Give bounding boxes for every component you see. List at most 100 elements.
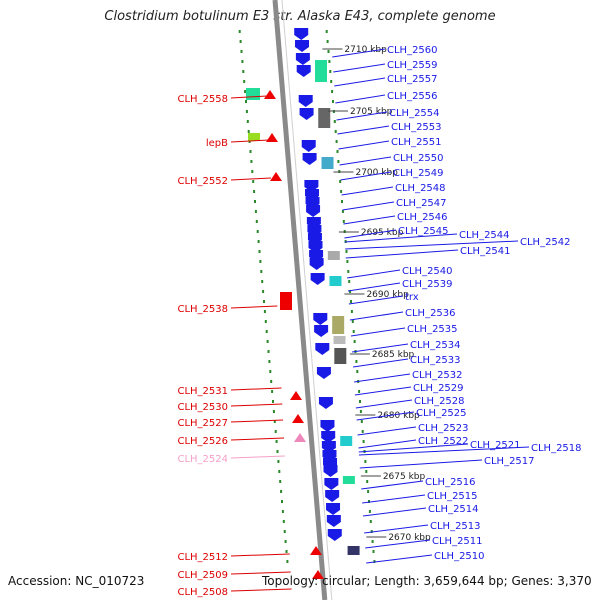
right-leader-line <box>345 249 459 259</box>
gene-feature-box <box>248 133 260 141</box>
scale-dot <box>347 270 350 273</box>
left-leader-line <box>230 139 270 143</box>
scale-dot <box>350 300 352 303</box>
scale-dot <box>340 190 343 193</box>
right-leader-line <box>338 140 390 150</box>
scale-dot <box>359 400 361 403</box>
right-gene-label: CLH_2548 <box>395 183 446 194</box>
forward-gene-arrow <box>316 367 331 379</box>
scale-dot <box>366 480 369 483</box>
left-gene-label: CLH_2552 <box>177 176 228 187</box>
scale-dot <box>327 50 330 53</box>
left-gene-label: CLH_2558 <box>177 94 228 105</box>
scale-dot <box>282 520 285 523</box>
scale-dot <box>238 30 241 33</box>
right-leader-line <box>362 494 426 504</box>
right-leader-line <box>354 386 412 396</box>
left-leader-line <box>230 177 272 181</box>
scale-dot <box>262 290 265 293</box>
scale-dot <box>350 310 353 313</box>
left-leader-line <box>230 588 292 592</box>
kbp-label: 2705 kbp <box>350 107 393 117</box>
right-gene-label: CLH_2546 <box>397 212 448 223</box>
scale-dot <box>281 510 284 513</box>
forward-gene-arrow <box>323 465 338 477</box>
scale-dot <box>272 400 274 403</box>
scale-dot <box>348 280 351 283</box>
right-leader-line <box>357 426 417 436</box>
scale-dot <box>240 50 243 53</box>
right-leader-line <box>358 446 530 456</box>
right-leader-line <box>366 554 433 564</box>
scale-dot <box>365 470 368 473</box>
gene-feature-box <box>340 436 353 446</box>
right-leader-line <box>336 111 388 121</box>
right-gene-label: CLH_2556 <box>387 91 438 102</box>
left-leader-line <box>230 437 285 441</box>
right-leader-line <box>343 215 396 225</box>
right-leader-line <box>350 327 406 337</box>
left-leader-line <box>230 419 284 423</box>
left-leader-line <box>230 455 285 459</box>
accession-text: Accession: NC_010723 <box>8 574 145 588</box>
right-leader-line <box>351 343 409 353</box>
left-leader-line <box>230 403 283 407</box>
reverse-gene-arrow <box>312 570 324 579</box>
scale-dot <box>358 390 361 393</box>
right-leader-line <box>348 295 404 305</box>
forward-gene-arrow <box>302 153 317 165</box>
right-leader-line <box>349 311 404 321</box>
left-gene-label: CLH_2509 <box>177 570 228 581</box>
gene-feature-box <box>332 316 345 334</box>
scale-dot <box>245 100 247 103</box>
scale-dot <box>253 190 256 193</box>
reverse-gene-arrow <box>310 546 322 555</box>
forward-gene-arrow <box>301 140 316 152</box>
left-gene-label: CLH_2531 <box>177 386 228 397</box>
right-gene-label: CLH_2545 <box>398 226 449 237</box>
gene-feature-box <box>246 88 260 100</box>
right-leader-line <box>356 411 415 421</box>
scale-dot <box>266 340 269 343</box>
reverse-gene-arrow <box>290 391 302 400</box>
scale-dot <box>345 250 348 253</box>
scale-dot <box>259 260 262 263</box>
right-gene-label: CLH_2540 <box>402 266 453 277</box>
right-leader-line <box>347 269 401 279</box>
kbp-label: 2700 kbp <box>355 168 398 178</box>
right-gene-label: CLH_2544 <box>459 230 510 241</box>
reverse-gene-arrow <box>294 433 306 442</box>
scale-dot <box>275 440 278 443</box>
scale-dot <box>239 40 242 43</box>
scale-dot <box>261 280 264 283</box>
right-leader-line <box>334 77 386 87</box>
right-gene-label: CLH_2516 <box>425 477 476 488</box>
forward-gene-arrow <box>314 325 329 337</box>
scale-dot <box>267 350 270 353</box>
left-gene-label: CLH_2524 <box>177 454 228 465</box>
right-gene-label: CLH_2529 <box>413 383 464 394</box>
left-gene-label: CLH_2526 <box>177 436 228 447</box>
scale-dot <box>256 230 259 233</box>
scale-dot <box>249 150 252 153</box>
forward-gene-arrow <box>298 95 313 107</box>
right-leader-line <box>353 373 411 383</box>
scale-dot <box>334 130 337 133</box>
scale-dot <box>283 530 286 533</box>
right-gene-label: CLH_2533 <box>410 355 461 366</box>
scale-dot <box>330 80 333 83</box>
right-leader-line <box>358 439 417 449</box>
scale-dot <box>242 70 245 73</box>
scale-dot <box>263 300 265 303</box>
right-leader-line <box>355 399 413 409</box>
left-gene-label: CLH_2530 <box>177 402 228 413</box>
scale-dot <box>268 360 271 363</box>
right-gene-label: CLH_2541 <box>460 246 511 257</box>
forward-gene-arrow <box>309 258 324 270</box>
right-leader-line <box>335 94 386 104</box>
scale-dot <box>361 430 364 433</box>
scale-dot <box>255 220 258 223</box>
genome-backbone <box>272 0 328 600</box>
gene-feature-box <box>327 251 340 260</box>
scale-dot <box>273 420 276 423</box>
